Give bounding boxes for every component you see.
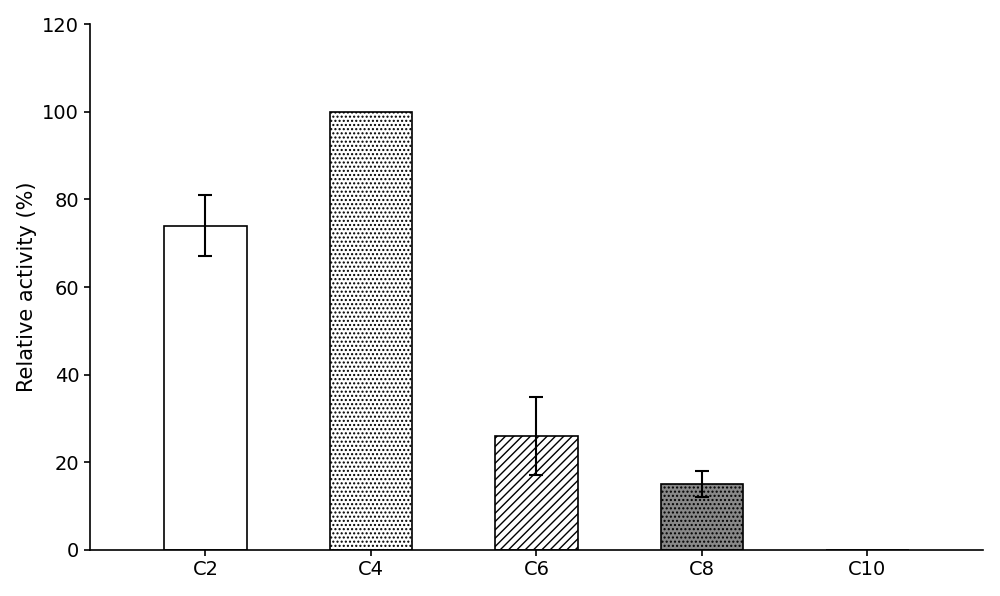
Bar: [495, 436, 578, 550]
Bar: [330, 112, 412, 550]
Y-axis label: Relative activity (%): Relative activity (%): [17, 182, 37, 392]
Bar: [661, 484, 743, 550]
Bar: [164, 226, 247, 550]
